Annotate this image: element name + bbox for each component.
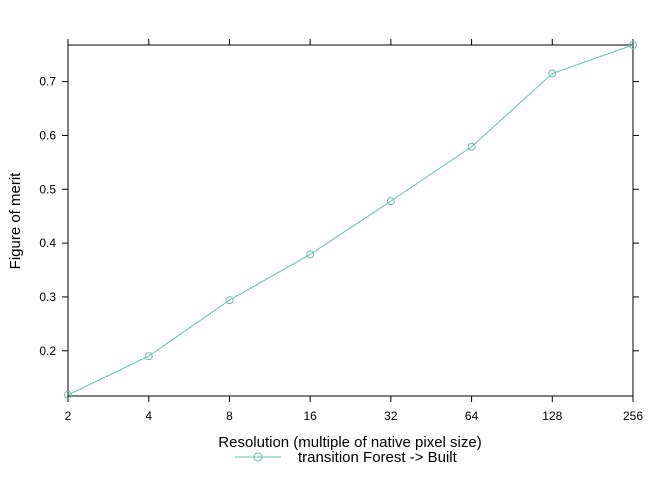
x-tick-label: 32 <box>384 409 398 423</box>
series-layer <box>64 41 637 399</box>
data-point <box>548 69 557 78</box>
y-tick-label: 0.6 <box>39 128 56 142</box>
x-axis-label: Resolution (multiple of native pixel siz… <box>218 434 481 451</box>
legend-label: transition Forest -> Built <box>298 449 458 466</box>
x-tick-label: 256 <box>623 409 643 423</box>
x-axis-ticks: 2 4 8 16 32 64 128 256 <box>65 39 643 423</box>
x-tick-label: 16 <box>303 409 317 423</box>
data-point <box>64 390 72 399</box>
series-line <box>67 44 634 396</box>
data-point <box>144 352 153 361</box>
y-tick-label: 0.7 <box>39 75 56 89</box>
data-point <box>306 250 315 259</box>
x-tick-label: 128 <box>542 409 562 423</box>
data-point <box>225 296 234 305</box>
legend-marker-swatch <box>253 452 263 462</box>
y-tick-label: 0.4 <box>39 236 56 250</box>
x-tick-label: 2 <box>65 409 72 423</box>
y-tick-label: 0.3 <box>39 290 56 304</box>
x-tick-label: 8 <box>226 409 233 423</box>
x-tick-label: 4 <box>145 409 152 423</box>
y-axis-label: Figure of merit <box>7 172 24 270</box>
y-tick-label: 0.2 <box>39 344 56 358</box>
y-axis-ticks: 0.2 0.3 0.4 0.5 0.6 0.7 <box>39 75 639 358</box>
plot-frame <box>67 44 634 397</box>
x-tick-label: 64 <box>465 409 479 423</box>
data-point <box>386 197 395 206</box>
y-tick-label: 0.5 <box>39 182 56 196</box>
legend: transition Forest -> Built <box>235 449 458 466</box>
data-point <box>467 142 476 151</box>
data-point <box>629 41 637 49</box>
